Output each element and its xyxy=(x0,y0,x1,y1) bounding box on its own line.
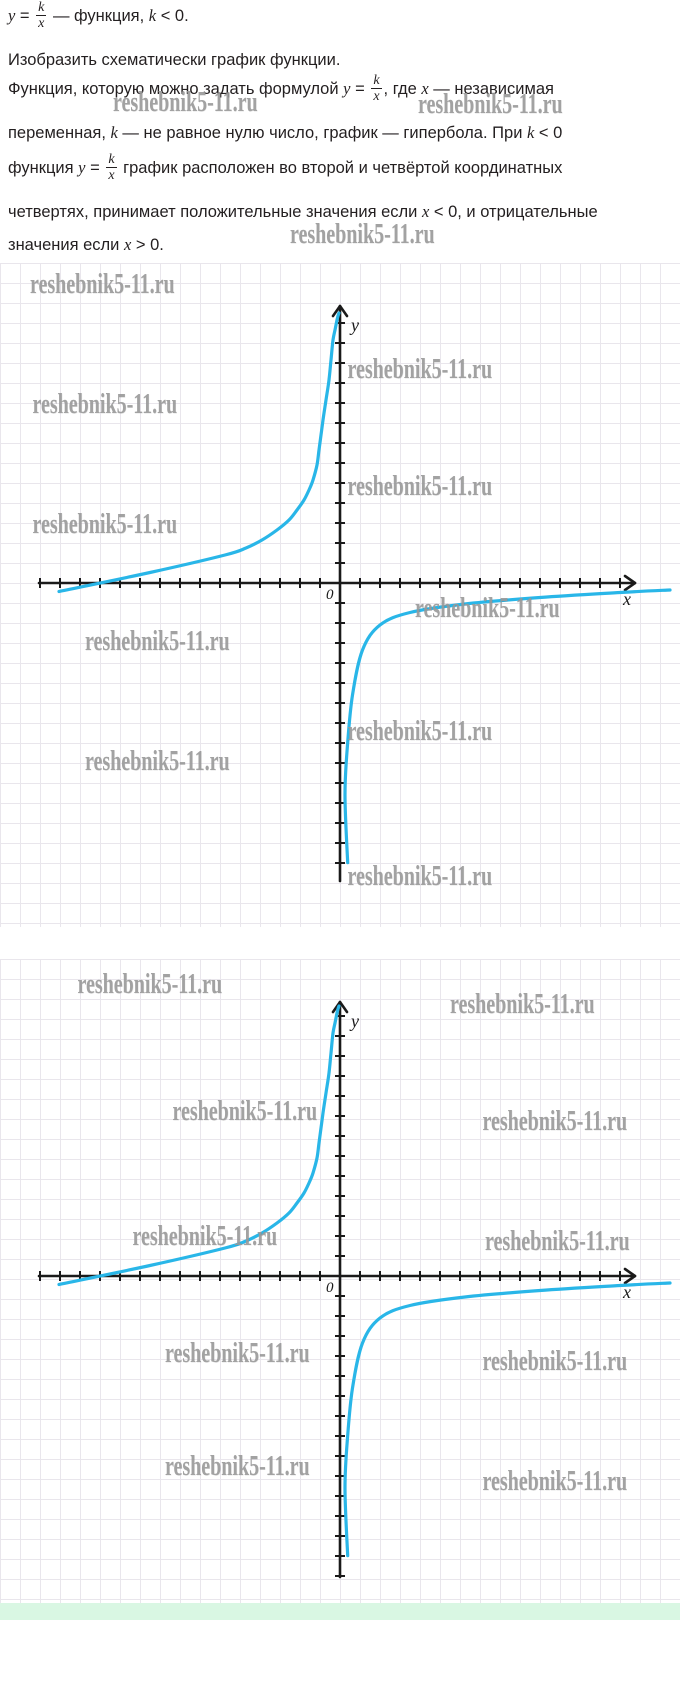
svg-text:x: x xyxy=(622,589,631,609)
svg-text:y: y xyxy=(349,1011,359,1031)
svg-text:0: 0 xyxy=(326,587,334,603)
svg-text:0: 0 xyxy=(326,1280,334,1296)
svg-text:x: x xyxy=(622,1282,631,1302)
svg-text:y: y xyxy=(349,315,359,335)
